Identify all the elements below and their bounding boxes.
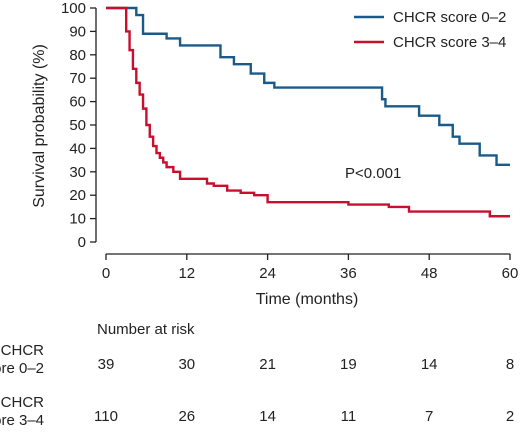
y-tick-label: 10 bbox=[69, 211, 86, 228]
risk-value: 19 bbox=[340, 356, 357, 373]
risk-row-label: score 3–4 bbox=[0, 412, 44, 429]
risk-table-title: Number at risk bbox=[97, 321, 195, 338]
risk-row-label: score 0–2 bbox=[0, 360, 44, 377]
y-tick-label: 30 bbox=[69, 164, 86, 181]
x-axis: 0 12 24 36 48 60 bbox=[102, 253, 519, 282]
risk-value: 21 bbox=[259, 356, 276, 373]
x-tick-label: 36 bbox=[340, 265, 357, 282]
p-value-annotation: P<0.001 bbox=[345, 165, 401, 182]
y-axis: 0 10 20 30 40 50 60 70 80 90 100 bbox=[61, 0, 97, 251]
series-line-1 bbox=[106, 6, 510, 166]
y-tick-label: 50 bbox=[69, 117, 86, 134]
y-tick-label: 70 bbox=[69, 70, 86, 87]
y-tick-label: 0 bbox=[78, 234, 86, 251]
x-axis-label: Time (months) bbox=[256, 291, 359, 308]
series-layer bbox=[106, 6, 510, 218]
risk-row-label: CHCR bbox=[1, 342, 44, 359]
risk-value: 39 bbox=[98, 356, 115, 373]
y-tick-label: 40 bbox=[69, 140, 86, 157]
risk-value: 26 bbox=[178, 408, 195, 425]
series-line-2 bbox=[106, 6, 510, 218]
x-tick-label: 12 bbox=[178, 265, 195, 282]
legend: CHCR score 0–2 CHCR score 3–4 bbox=[354, 9, 506, 51]
risk-value: 11 bbox=[341, 408, 357, 425]
x-tick-label: 48 bbox=[421, 265, 438, 282]
legend-label-1: CHCR score 0–2 bbox=[393, 9, 506, 26]
y-axis-label: Survival probability (%) bbox=[31, 44, 48, 208]
risk-value: 2 bbox=[506, 408, 514, 425]
risk-value: 110 bbox=[94, 408, 118, 425]
y-tick-label: 20 bbox=[69, 187, 86, 204]
y-tick-label: 60 bbox=[69, 94, 86, 111]
y-tick-label: 80 bbox=[69, 47, 86, 64]
risk-value: 14 bbox=[421, 356, 438, 373]
risk-value: 8 bbox=[506, 356, 514, 373]
risk-value: 7 bbox=[425, 408, 433, 425]
y-tick-label: 100 bbox=[61, 0, 86, 17]
x-tick-label: 60 bbox=[502, 265, 519, 282]
x-tick-label: 24 bbox=[259, 265, 276, 282]
risk-value: 30 bbox=[178, 356, 195, 373]
x-tick-label: 0 bbox=[102, 265, 110, 282]
legend-label-2: CHCR score 3–4 bbox=[393, 34, 506, 51]
risk-row-label: CHCR bbox=[1, 394, 44, 411]
y-tick-label: 90 bbox=[69, 23, 86, 40]
risk-value: 14 bbox=[259, 408, 276, 425]
